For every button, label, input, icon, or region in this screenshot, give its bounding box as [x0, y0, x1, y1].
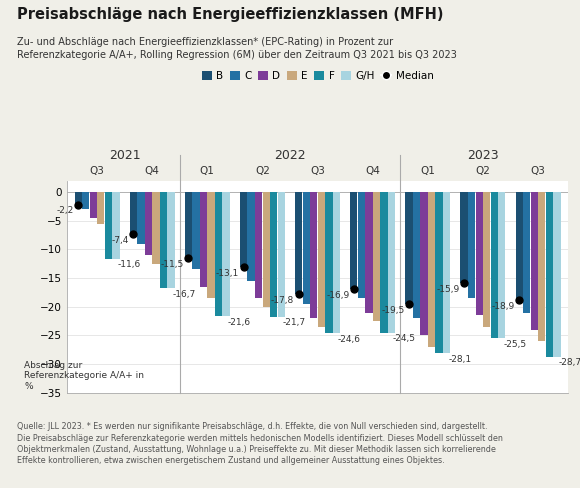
Bar [538, 192, 546, 341]
Bar [303, 192, 310, 304]
Bar [130, 192, 137, 235]
Text: -7,4: -7,4 [111, 236, 129, 245]
Bar [112, 192, 119, 259]
Text: Preisabschläge nach Energieeffizienzklassen (MFH): Preisabschläge nach Energieeffizienzklas… [17, 7, 444, 22]
Text: -15,9: -15,9 [436, 285, 459, 294]
Text: 2022: 2022 [274, 149, 306, 162]
Text: Q4: Q4 [145, 166, 160, 176]
Bar [483, 192, 490, 327]
Bar [318, 192, 325, 327]
Text: Q1: Q1 [200, 166, 215, 176]
Bar [491, 192, 498, 338]
Text: 2021: 2021 [109, 149, 140, 162]
Text: -16,7: -16,7 [172, 289, 195, 299]
Bar [380, 192, 387, 333]
Bar [553, 192, 560, 357]
Text: Q3: Q3 [531, 166, 546, 176]
Bar [516, 192, 523, 301]
Bar [333, 192, 340, 333]
Bar [310, 192, 317, 318]
Bar [153, 192, 160, 264]
Text: -28,7: -28,7 [559, 358, 580, 367]
Bar [468, 192, 475, 298]
Bar [420, 192, 427, 335]
Text: -11,5: -11,5 [161, 260, 184, 269]
Bar [104, 192, 112, 259]
Bar [215, 192, 222, 316]
Bar [295, 192, 302, 294]
Text: Q1: Q1 [420, 166, 435, 176]
Bar [388, 192, 395, 333]
Bar [270, 192, 277, 317]
Bar [325, 192, 332, 333]
Text: -24,6: -24,6 [338, 335, 361, 344]
Text: Q3: Q3 [89, 166, 104, 176]
Bar [137, 192, 144, 244]
Bar [461, 192, 467, 283]
Text: Zu- und Abschläge nach Energieeffizienzklassen* (EPC-Rating) in Prozent zur
Refe: Zu- und Abschläge nach Energieeffizienzk… [17, 37, 457, 60]
Bar [365, 192, 372, 312]
Bar [373, 192, 380, 321]
Text: -19,5: -19,5 [381, 305, 404, 315]
Bar [200, 192, 207, 286]
Text: -21,6: -21,6 [227, 318, 251, 326]
Bar [255, 192, 262, 298]
Text: -24,5: -24,5 [393, 334, 416, 344]
Bar [523, 192, 531, 312]
Bar [185, 192, 192, 258]
Text: -16,9: -16,9 [326, 291, 349, 300]
Bar [428, 192, 435, 347]
Bar [531, 192, 538, 330]
Text: -11,6: -11,6 [117, 260, 140, 269]
Text: Q3: Q3 [310, 166, 325, 176]
Bar [89, 192, 97, 218]
Bar [498, 192, 505, 338]
Text: 2023: 2023 [467, 149, 499, 162]
Bar [358, 192, 365, 298]
Bar [278, 192, 285, 317]
Bar [350, 192, 357, 289]
Text: Q4: Q4 [365, 166, 380, 176]
Bar [436, 192, 443, 353]
Bar [168, 192, 175, 288]
Bar [223, 192, 230, 316]
Text: -21,7: -21,7 [283, 318, 306, 327]
Text: -13,1: -13,1 [216, 269, 239, 278]
Bar [160, 192, 167, 288]
Bar [82, 192, 89, 209]
Bar [413, 192, 420, 318]
Text: Q2: Q2 [476, 166, 490, 176]
Text: Quelle: JLL 2023. * Es werden nur signifikante Preisabschläge, d.h. Effekte, die: Quelle: JLL 2023. * Es werden nur signif… [17, 422, 503, 466]
Bar [405, 192, 412, 304]
Legend: B, C, D, E, F, G/H, Median: B, C, D, E, F, G/H, Median [198, 67, 437, 85]
Bar [208, 192, 215, 298]
Text: -18,9: -18,9 [491, 302, 514, 311]
Bar [193, 192, 200, 269]
Text: Abschlag zur
Referenzkategorie A/A+ in
%: Abschlag zur Referenzkategorie A/A+ in % [24, 361, 144, 391]
Bar [443, 192, 450, 353]
Bar [263, 192, 270, 307]
Bar [97, 192, 104, 224]
Bar [240, 192, 247, 267]
Bar [145, 192, 152, 255]
Text: -28,1: -28,1 [448, 355, 472, 364]
Bar [476, 192, 483, 315]
Text: Q2: Q2 [255, 166, 270, 176]
Bar [546, 192, 553, 357]
Text: -2,2: -2,2 [56, 206, 74, 215]
Text: -25,5: -25,5 [503, 340, 527, 349]
Text: -17,8: -17,8 [271, 296, 294, 305]
Bar [75, 192, 82, 204]
Bar [248, 192, 255, 281]
